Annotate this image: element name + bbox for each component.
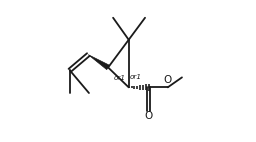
Polygon shape — [88, 55, 110, 70]
Text: or1: or1 — [130, 74, 142, 80]
Text: or1: or1 — [114, 75, 126, 81]
Text: O: O — [164, 75, 172, 84]
Text: O: O — [144, 111, 153, 121]
